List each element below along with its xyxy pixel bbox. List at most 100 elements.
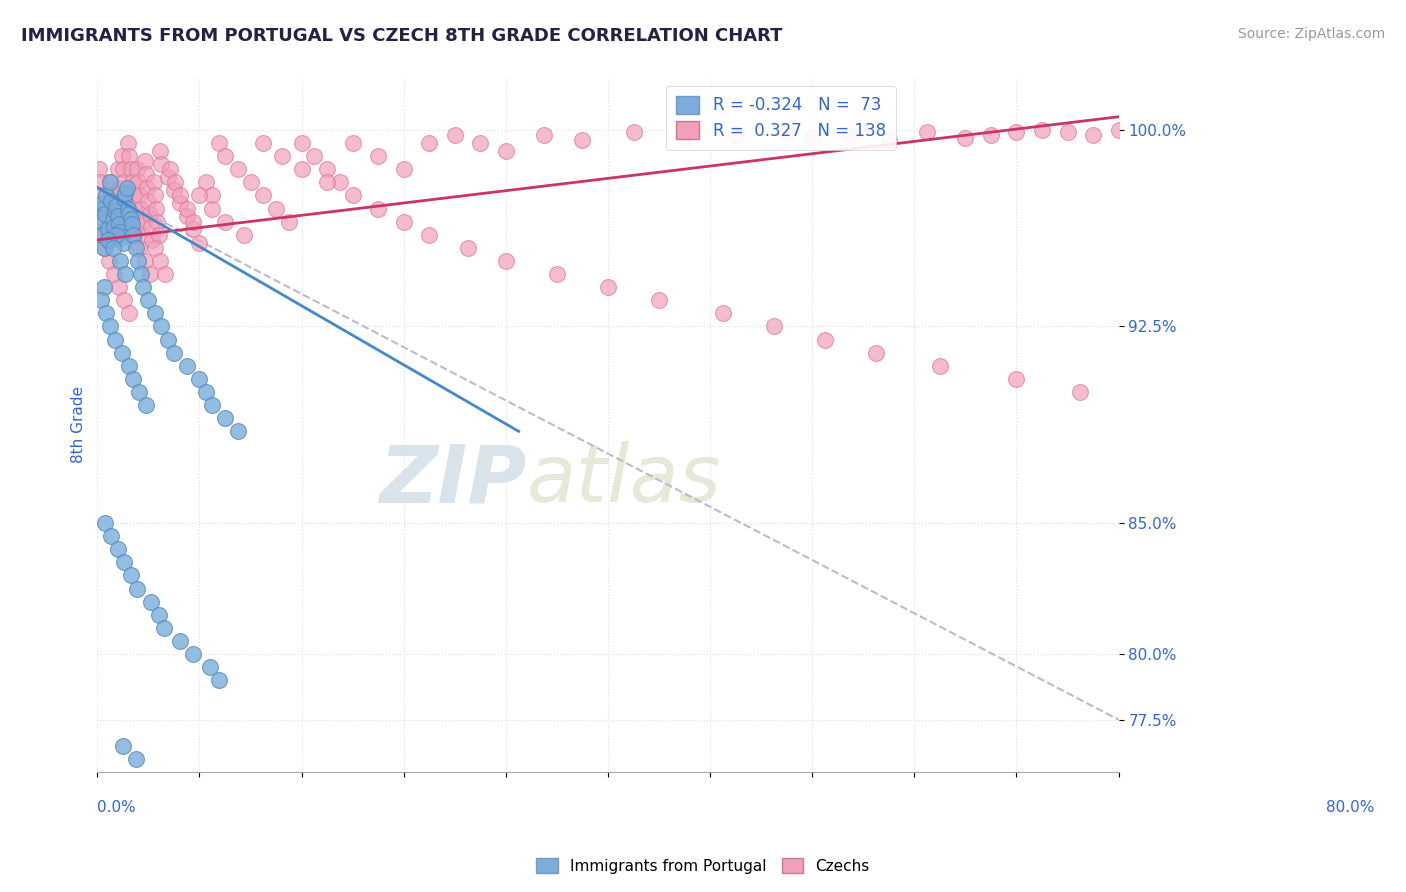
Point xyxy=(107,542,129,557)
Point xyxy=(1056,126,1078,140)
Point xyxy=(97,233,120,247)
Point xyxy=(112,293,135,308)
Point xyxy=(90,293,112,308)
Point xyxy=(156,333,179,347)
Point xyxy=(107,162,129,177)
Point xyxy=(181,647,204,661)
Point xyxy=(214,149,236,163)
Point xyxy=(117,202,139,216)
Text: 80.0%: 80.0% xyxy=(1326,800,1374,815)
Point xyxy=(103,219,125,234)
Point xyxy=(104,204,127,219)
Point xyxy=(181,214,204,228)
Point xyxy=(252,188,274,202)
Point xyxy=(1005,372,1028,386)
Legend: Immigrants from Portugal, Czechs: Immigrants from Portugal, Czechs xyxy=(530,852,876,880)
Point xyxy=(418,136,440,150)
Point xyxy=(342,188,364,202)
Point xyxy=(495,254,517,268)
Point xyxy=(839,128,862,142)
Point xyxy=(105,199,128,213)
Point xyxy=(101,202,124,216)
Point xyxy=(107,210,129,224)
Point xyxy=(443,128,465,142)
Point xyxy=(915,126,938,140)
Point xyxy=(118,359,141,373)
Point xyxy=(801,130,824,145)
Point xyxy=(291,136,314,150)
Text: 0.0%: 0.0% xyxy=(97,800,136,815)
Point xyxy=(648,293,671,308)
Point xyxy=(139,219,162,234)
Point xyxy=(148,227,170,242)
Point xyxy=(877,133,900,147)
Point xyxy=(163,183,186,197)
Point xyxy=(118,306,141,320)
Point xyxy=(121,175,143,189)
Point xyxy=(115,180,138,194)
Point xyxy=(105,227,128,242)
Point xyxy=(100,529,122,543)
Point xyxy=(143,306,166,320)
Point xyxy=(1031,123,1053,137)
Point xyxy=(1069,384,1091,399)
Point xyxy=(110,345,132,359)
Point xyxy=(138,194,160,208)
Point xyxy=(201,202,224,216)
Point xyxy=(138,207,160,221)
Point xyxy=(90,188,112,202)
Point xyxy=(226,162,249,177)
Point xyxy=(96,222,118,236)
Point xyxy=(89,175,111,189)
Point xyxy=(226,425,249,439)
Point xyxy=(120,212,142,227)
Point xyxy=(105,214,128,228)
Point xyxy=(176,210,198,224)
Point xyxy=(546,267,568,281)
Point xyxy=(776,126,799,140)
Point xyxy=(271,149,294,163)
Point xyxy=(141,233,163,247)
Point xyxy=(264,202,287,216)
Point xyxy=(980,128,1002,142)
Point xyxy=(143,188,166,202)
Point xyxy=(181,222,204,236)
Point xyxy=(122,227,145,242)
Point xyxy=(207,136,229,150)
Point xyxy=(110,230,132,244)
Point xyxy=(198,660,221,674)
Point xyxy=(115,202,138,216)
Point xyxy=(94,241,117,255)
Point xyxy=(103,267,125,281)
Point xyxy=(145,202,167,216)
Point xyxy=(149,254,172,268)
Point xyxy=(108,217,131,231)
Point xyxy=(112,175,135,189)
Point xyxy=(127,254,149,268)
Point xyxy=(142,175,165,189)
Point xyxy=(329,175,352,189)
Point xyxy=(928,359,950,373)
Point xyxy=(124,227,146,242)
Point xyxy=(111,235,134,250)
Point xyxy=(233,227,256,242)
Point xyxy=(124,752,146,766)
Point xyxy=(120,162,142,177)
Point xyxy=(1081,128,1104,142)
Point xyxy=(165,175,187,189)
Point xyxy=(367,202,389,216)
Point xyxy=(291,162,314,177)
Point xyxy=(201,398,224,412)
Point xyxy=(129,267,152,281)
Point xyxy=(114,188,136,202)
Point xyxy=(118,207,141,221)
Point xyxy=(143,241,166,255)
Point xyxy=(138,267,160,281)
Point xyxy=(131,214,153,228)
Point xyxy=(252,136,274,150)
Point xyxy=(367,149,389,163)
Point xyxy=(304,149,326,163)
Point xyxy=(152,621,174,635)
Point xyxy=(214,411,236,425)
Legend: R = -0.324   N =  73, R =  0.327   N = 138: R = -0.324 N = 73, R = 0.327 N = 138 xyxy=(666,86,896,150)
